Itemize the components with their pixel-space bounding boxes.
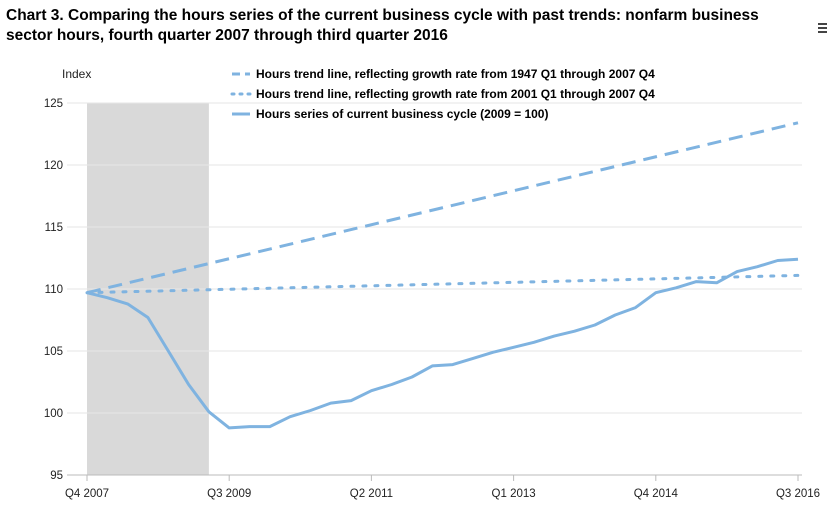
legend-label-3: Hours series of current business cycle (… (256, 107, 548, 121)
series-line-1 (86, 121, 799, 295)
y-tick-label: 100 (44, 408, 63, 420)
y-tick-label: 120 (44, 160, 63, 172)
series-line-2 (85, 273, 800, 295)
y-tick-label: 95 (50, 470, 63, 482)
y-tick-label: 110 (45, 284, 63, 296)
x-tick-label: Q4 2014 (634, 488, 679, 500)
legend-label-1: Hours trend line, reflecting growth rate… (256, 67, 655, 81)
menu-icon[interactable] (818, 23, 827, 35)
y-tick-label: 105 (44, 346, 63, 358)
x-tick-label: Q3 2009 (207, 488, 251, 500)
chart-title: Chart 3. Comparing the hours series of t… (6, 7, 759, 44)
x-tick-label: Q2 2011 (350, 488, 393, 500)
x-tick-label: Q3 2016 (776, 488, 820, 500)
x-tick-label: Q1 2013 (492, 488, 536, 500)
series-line-3 (86, 257, 799, 430)
x-tick-label: Q4 2007 (65, 488, 109, 500)
legend-label-2: Hours trend line, reflecting growth rate… (256, 87, 655, 101)
y-tick-label: 115 (45, 222, 63, 234)
y-tick-label: 125 (44, 98, 63, 110)
y-axis-label: Index (62, 67, 91, 81)
